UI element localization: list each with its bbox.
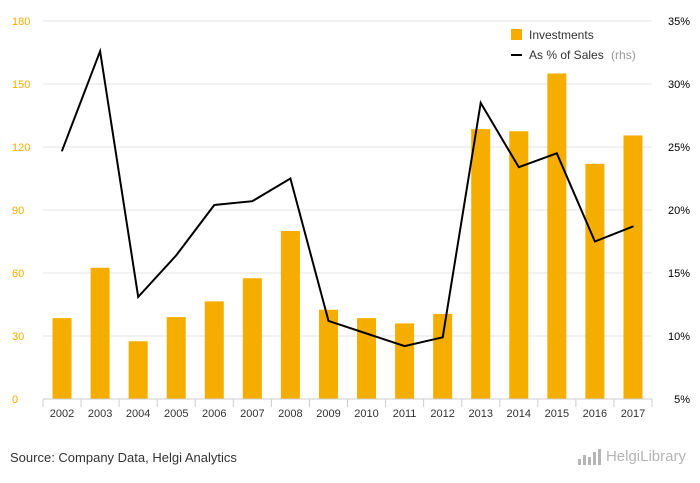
point-2005 <box>175 254 178 257</box>
y-axis-left-ticks: 0 30 60 90 120 150 180 <box>12 16 30 406</box>
bar-2013 <box>471 129 491 399</box>
point-2014 <box>517 166 520 168</box>
point-2002 <box>61 149 63 152</box>
y-left-tick-label: 150 <box>12 79 30 91</box>
x-tick-label: 2005 <box>164 408 188 420</box>
y-left-tick-label: 90 <box>12 205 24 217</box>
point-2011 <box>403 345 406 347</box>
point-2016 <box>594 240 596 243</box>
point-2013 <box>479 102 482 104</box>
x-tick-label: 2014 <box>507 408 531 420</box>
helgi-library-logo: HelgiLibrary <box>577 448 686 465</box>
legend-label-percent-of-sales: As % of Sales (rhs) <box>529 48 636 62</box>
bar-series-investments <box>52 73 643 399</box>
x-tick-label: 2006 <box>202 408 226 420</box>
chart: 2002 2003 2004 2005 2006 2007 2008 2009 2010 2011… <box>12 16 690 420</box>
point-2004 <box>137 296 139 298</box>
y-right-tick-label: 25% <box>668 142 690 154</box>
logo-icon <box>577 448 602 465</box>
point-2017 <box>632 225 634 228</box>
x-tick-label: 2007 <box>240 408 264 420</box>
y-left-tick-label: 30 <box>12 331 24 343</box>
point-2007 <box>251 200 254 202</box>
y-right-tick-label: 5% <box>674 394 690 406</box>
bar-2010 <box>357 318 377 399</box>
x-tick-label: 2013 <box>468 408 492 420</box>
bar-2012 <box>433 313 453 399</box>
point-2003 <box>99 50 101 53</box>
legend: Investments As % of Sales (rhs) <box>511 28 636 62</box>
bar-2006 <box>204 301 224 399</box>
x-tick-label: 2008 <box>278 408 302 420</box>
bar-2005 <box>166 317 186 399</box>
bar-2004 <box>128 341 148 399</box>
point-2015 <box>556 152 558 155</box>
bar-2009 <box>318 309 338 399</box>
y-right-tick-label: 10% <box>668 331 690 343</box>
legend-label-investments: Investments <box>529 28 594 42</box>
bar-2017 <box>623 135 643 399</box>
bar-2016 <box>585 163 605 399</box>
bar-2011 <box>395 323 415 399</box>
x-axis-ticks: 2002 2003 2004 2005 2006 2007 2008 2009 2010 2011… <box>42 399 653 420</box>
legend-label-percent-of-sales-name: As % of Sales <box>529 48 604 62</box>
y-right-tick-label: 20% <box>668 205 690 217</box>
point-2010 <box>365 332 368 335</box>
y-right-tick-label: 15% <box>668 268 690 280</box>
x-tick-label: 2003 <box>88 408 112 420</box>
bar-2014 <box>509 131 529 399</box>
legend-swatch-investments <box>511 29 522 40</box>
y-left-tick-label: 180 <box>12 16 30 28</box>
point-2008 <box>289 177 292 180</box>
y-axis-right-ticks: 5% 10% 15% 20% 25% 30% 35% <box>668 16 690 406</box>
x-tick-label: 2015 <box>545 408 569 420</box>
x-tick-label: 2017 <box>621 408 645 420</box>
bar-2008 <box>280 231 300 399</box>
x-tick-label: 2004 <box>126 408 150 420</box>
point-2006 <box>213 204 216 206</box>
y-right-tick-label: 30% <box>668 79 690 91</box>
y-left-tick-label: 60 <box>12 268 24 280</box>
x-tick-label: 2012 <box>430 408 454 420</box>
bar-2007 <box>242 278 262 399</box>
x-tick-label: 2010 <box>354 408 378 420</box>
y-left-tick-label: 0 <box>12 394 18 406</box>
line-series-percent-of-sales <box>61 47 634 348</box>
x-tick-label: 2016 <box>583 408 607 420</box>
x-tick-label: 2002 <box>50 408 74 420</box>
legend-label-rhs: (rhs) <box>611 48 636 62</box>
point-2009 <box>327 320 330 322</box>
y-left-tick-label: 120 <box>12 142 30 154</box>
bar-2003 <box>90 267 110 399</box>
bar-2015 <box>547 73 567 399</box>
line-percent-of-sales <box>61 47 634 348</box>
bar-2002 <box>52 318 72 399</box>
y-right-tick-label: 35% <box>668 16 690 28</box>
point-2012 <box>441 336 444 339</box>
x-tick-label: 2009 <box>316 408 340 420</box>
x-tick-label: 2011 <box>393 408 417 420</box>
source-note: Source: Company Data, Helgi Analytics <box>10 450 237 465</box>
logo-text: HelgiLibrary <box>605 448 686 465</box>
